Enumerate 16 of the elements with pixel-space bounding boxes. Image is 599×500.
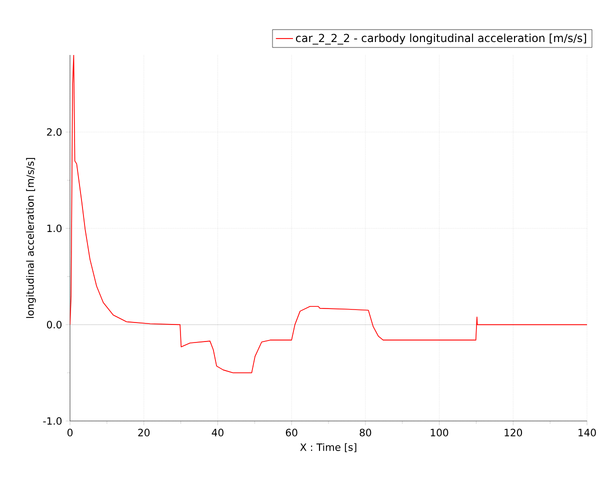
y-tick-label: -1.0 — [43, 417, 62, 425]
x-tick-label: 100 — [430, 428, 448, 436]
y-tick-label: 0.0 — [46, 320, 62, 328]
x-tick-label: 60 — [286, 428, 298, 436]
y-axis-title: longitudinal acceleration [m/s/s] — [26, 158, 36, 318]
y-tick-label: 1.0 — [47, 224, 62, 232]
x-tick-label: 0 — [67, 428, 73, 436]
line-series — [70, 54, 587, 374]
x-tick-label: 20 — [138, 428, 150, 436]
x-tick-label: 40 — [212, 428, 224, 436]
x-tick-label: 140 — [578, 428, 596, 436]
x-axis-title: X : Time [s] — [300, 443, 356, 452]
legend-label: car_2_2_2 - carbody longitudinal acceleration [m/s/s] — [296, 34, 586, 45]
y-tick-label: 2.0 — [47, 128, 62, 136]
x-tick-label: 80 — [360, 428, 372, 436]
x-tick-label: 120 — [504, 428, 522, 436]
